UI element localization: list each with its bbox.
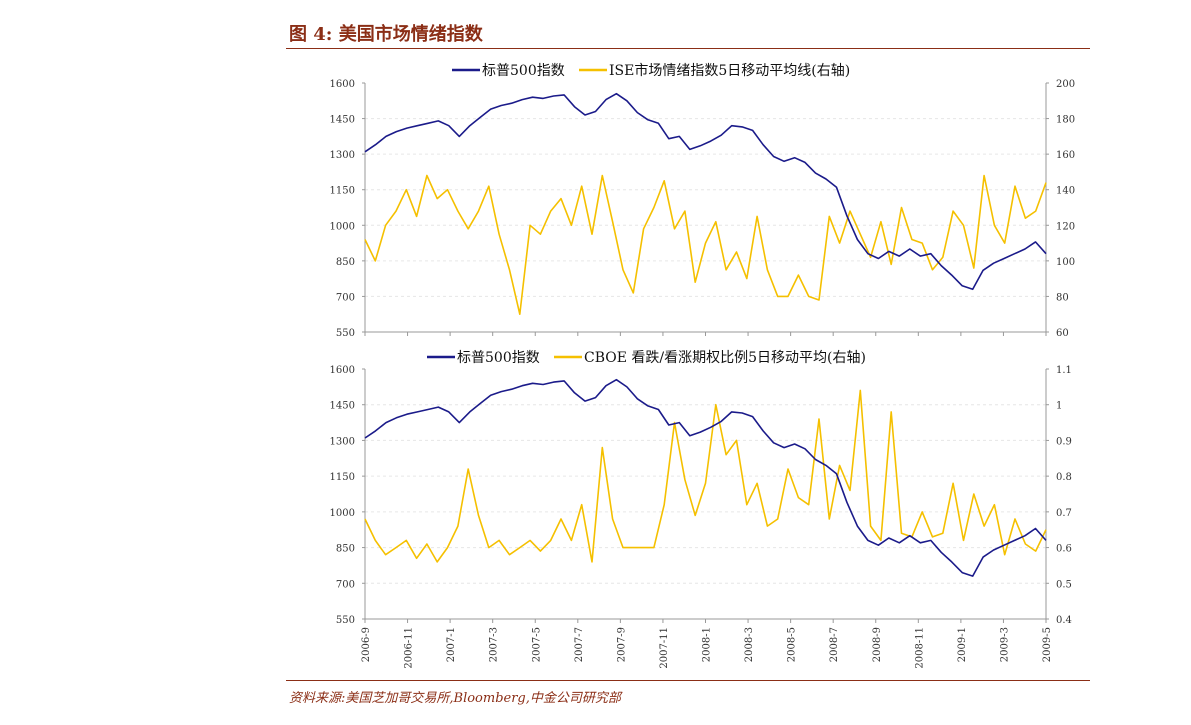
- figure-title: 图 4: 美国市场情绪指数: [289, 24, 483, 45]
- y-right-tick-label: 180: [1056, 115, 1075, 126]
- y-left-tick-label: 700: [336, 579, 355, 590]
- x-tick-label: 2007-9: [616, 627, 627, 662]
- x-tick-label: 2007-7: [574, 627, 585, 662]
- y-left-tick-label: 1600: [330, 365, 355, 376]
- series-line-sp500: [364, 378, 1047, 577]
- y-right-tick-label: 0.8: [1056, 472, 1072, 483]
- y-left-tick-label: 1300: [330, 150, 355, 161]
- x-tick-label: 2008-11: [914, 627, 925, 669]
- title-rule: [286, 48, 1090, 49]
- y-right-tick-label: 0.9: [1056, 436, 1072, 447]
- x-tick-label: 2007-3: [489, 627, 500, 662]
- series-line-sp500: [364, 92, 1047, 291]
- x-tick-label: 2007-1: [446, 627, 457, 662]
- y-left-tick-label: 550: [336, 328, 355, 339]
- y-right-tick-label: 200: [1056, 79, 1075, 90]
- y-left-tick-label: 1300: [330, 436, 355, 447]
- y-left-tick-label: 850: [336, 257, 355, 268]
- y-right-tick-label: 60: [1056, 328, 1069, 339]
- y-left-tick-label: 850: [336, 544, 355, 555]
- x-tick-label: 2008-3: [744, 627, 755, 662]
- x-tick-label: 2008-7: [829, 627, 840, 662]
- y-right-tick-label: 140: [1056, 186, 1075, 197]
- y-right-tick-label: 0.5: [1056, 579, 1072, 590]
- x-tick-label: 2007-11: [659, 627, 670, 669]
- legend-label-sp500: 标普500指数: [457, 350, 540, 366]
- y-right-tick-label: 120: [1056, 221, 1075, 232]
- source-note: 资料来源:美国芝加哥交易所,Bloomberg,中金公司研究部: [289, 691, 621, 706]
- x-tick-label: 2007-5: [531, 627, 542, 662]
- y-right-tick-label: 80: [1056, 292, 1069, 303]
- y-left-tick-label: 1000: [330, 508, 355, 519]
- legend-label-sp500: 标普500指数: [482, 63, 565, 79]
- x-tick-label: 2008-5: [787, 627, 798, 662]
- x-tick-label: 2009-1: [957, 627, 968, 662]
- y-right-tick-label: 160: [1056, 150, 1075, 161]
- x-tick-label: 2009-3: [999, 627, 1010, 662]
- x-tick-label: 2006-9: [361, 627, 372, 662]
- y-left-tick-label: 550: [336, 615, 355, 626]
- series-line-sentiment: [364, 389, 1047, 563]
- y-left-tick-label: 1000: [330, 221, 355, 232]
- legend-label-sentiment: CBOE 看跌/看涨期权比例5日移动平均(右轴): [584, 350, 866, 366]
- y-right-tick-label: 1: [1056, 401, 1062, 412]
- y-right-tick-label: 0.7: [1056, 508, 1072, 519]
- source-rule: [286, 680, 1090, 681]
- y-left-tick-label: 1450: [330, 401, 355, 412]
- y-left-tick-label: 700: [336, 292, 355, 303]
- x-tick-label: 2008-1: [702, 627, 713, 662]
- series-line-sentiment: [364, 174, 1047, 316]
- y-left-tick-label: 1600: [330, 79, 355, 90]
- y-left-tick-label: 1450: [330, 115, 355, 126]
- y-left-tick-label: 1150: [330, 186, 355, 197]
- x-tick-label: 2008-9: [872, 627, 883, 662]
- y-left-tick-label: 1150: [330, 472, 355, 483]
- y-right-tick-label: 100: [1056, 257, 1075, 268]
- x-tick-label: 2006-11: [404, 627, 415, 669]
- x-tick-label: 2009-5: [1042, 627, 1053, 662]
- y-right-tick-label: 0.4: [1056, 615, 1072, 626]
- legend-label-sentiment: ISE市场情绪指数5日移动平均线(右轴): [609, 62, 850, 79]
- y-right-tick-label: 0.6: [1056, 544, 1072, 555]
- y-right-tick-label: 1.1: [1056, 365, 1072, 376]
